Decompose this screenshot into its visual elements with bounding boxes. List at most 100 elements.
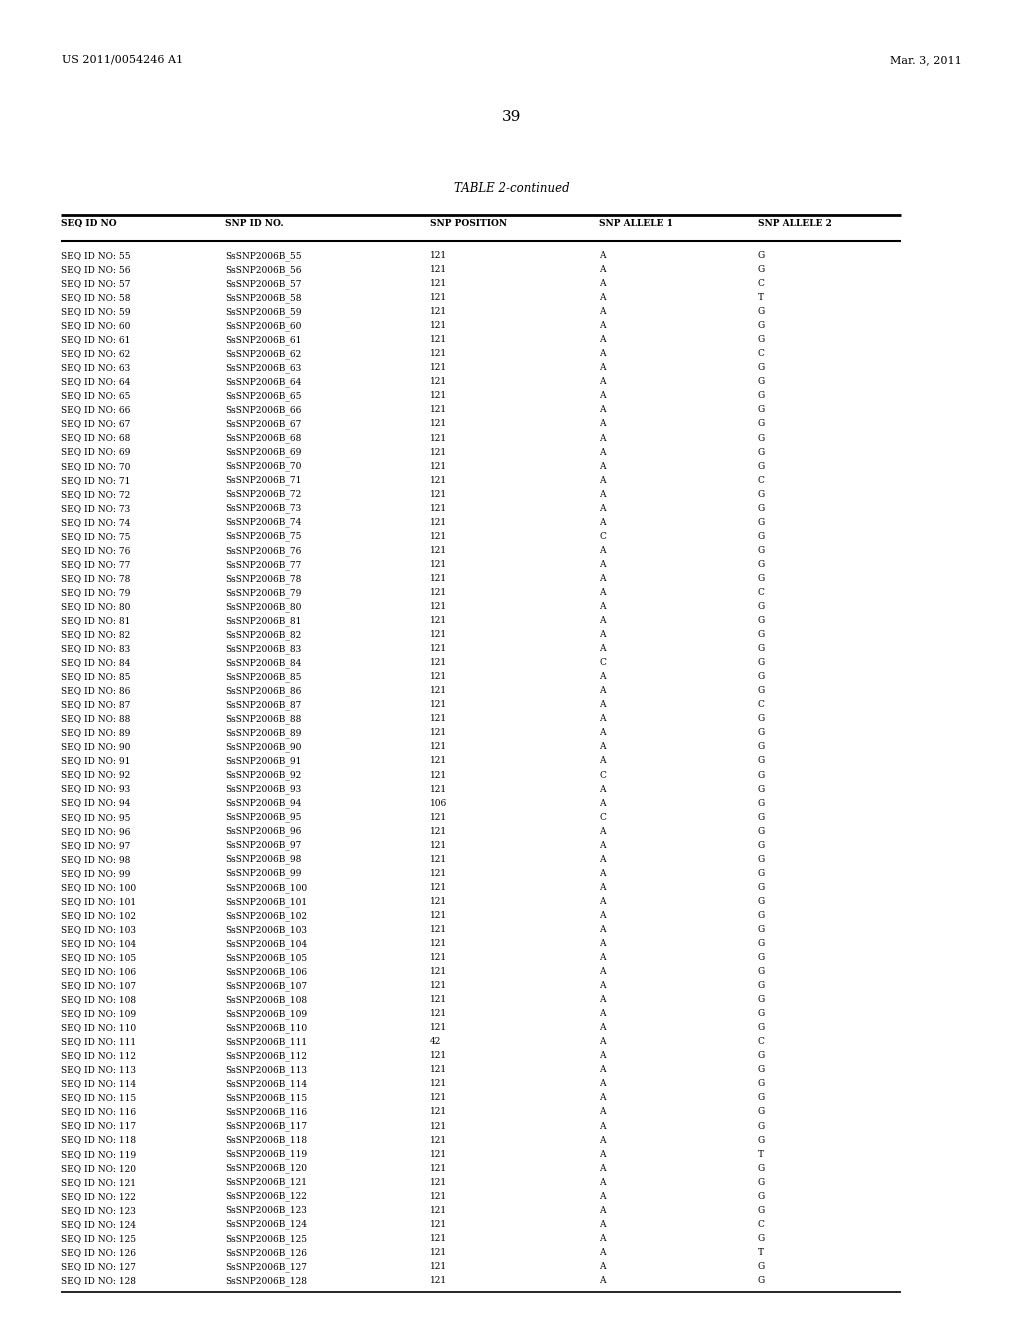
- Text: G: G: [758, 686, 765, 696]
- Text: SsSNP2006B_95: SsSNP2006B_95: [225, 813, 302, 822]
- Text: SEQ ID NO: 103: SEQ ID NO: 103: [61, 925, 136, 935]
- Text: C: C: [758, 587, 765, 597]
- Text: SEQ ID NO: 83: SEQ ID NO: 83: [61, 644, 131, 653]
- Text: SsSNP2006B_122: SsSNP2006B_122: [225, 1192, 307, 1201]
- Text: SEQ ID NO: 82: SEQ ID NO: 82: [61, 630, 131, 639]
- Text: SsSNP2006B_56: SsSNP2006B_56: [225, 265, 302, 275]
- Text: SsSNP2006B_82: SsSNP2006B_82: [225, 630, 301, 640]
- Text: SsSNP2006B_91: SsSNP2006B_91: [225, 756, 302, 766]
- Text: SEQ ID NO: 63: SEQ ID NO: 63: [61, 363, 131, 372]
- Text: G: G: [758, 392, 765, 400]
- Text: 121: 121: [430, 756, 447, 766]
- Text: G: G: [758, 911, 765, 920]
- Text: 39: 39: [503, 110, 521, 124]
- Text: A: A: [599, 405, 605, 414]
- Text: C: C: [758, 1220, 765, 1229]
- Text: A: A: [599, 504, 605, 512]
- Text: 121: 121: [430, 1247, 447, 1257]
- Text: A: A: [599, 587, 605, 597]
- Text: SsSNP2006B_114: SsSNP2006B_114: [225, 1080, 307, 1089]
- Text: SEQ ID NO: 62: SEQ ID NO: 62: [61, 350, 131, 358]
- Text: SEQ ID NO: 78: SEQ ID NO: 78: [61, 574, 131, 583]
- Text: SsSNP2006B_83: SsSNP2006B_83: [225, 644, 301, 653]
- Text: SEQ ID NO: 80: SEQ ID NO: 80: [61, 602, 131, 611]
- Text: SEQ ID NO: 112: SEQ ID NO: 112: [61, 1051, 136, 1060]
- Text: SsSNP2006B_98: SsSNP2006B_98: [225, 855, 302, 865]
- Text: G: G: [758, 420, 765, 429]
- Text: A: A: [599, 335, 605, 345]
- Text: A: A: [599, 925, 605, 935]
- Text: A: A: [599, 1205, 605, 1214]
- Text: A: A: [599, 1220, 605, 1229]
- Text: SEQ ID NO: 117: SEQ ID NO: 117: [61, 1122, 136, 1130]
- Text: G: G: [758, 532, 765, 541]
- Text: A: A: [599, 1010, 605, 1018]
- Text: G: G: [758, 813, 765, 821]
- Text: SEQ ID NO: 124: SEQ ID NO: 124: [61, 1220, 136, 1229]
- Text: A: A: [599, 1247, 605, 1257]
- Text: G: G: [758, 1164, 765, 1172]
- Text: SEQ ID NO: 96: SEQ ID NO: 96: [61, 826, 131, 836]
- Text: A: A: [599, 981, 605, 990]
- Text: SEQ ID NO: 100: SEQ ID NO: 100: [61, 883, 136, 892]
- Text: A: A: [599, 1177, 605, 1187]
- Text: G: G: [758, 616, 765, 626]
- Text: G: G: [758, 1080, 765, 1089]
- Text: SEQ ID NO: 98: SEQ ID NO: 98: [61, 855, 131, 863]
- Text: SEQ ID NO: 93: SEQ ID NO: 93: [61, 784, 131, 793]
- Text: A: A: [599, 1107, 605, 1117]
- Text: SEQ ID NO: 81: SEQ ID NO: 81: [61, 616, 131, 626]
- Text: SEQ ID NO: 85: SEQ ID NO: 85: [61, 672, 131, 681]
- Text: SsSNP2006B_55: SsSNP2006B_55: [225, 251, 302, 260]
- Text: 121: 121: [430, 462, 447, 471]
- Text: G: G: [758, 756, 765, 766]
- Text: SEQ ID NO: 92: SEQ ID NO: 92: [61, 771, 131, 780]
- Text: SEQ ID NO: 79: SEQ ID NO: 79: [61, 587, 131, 597]
- Text: SEQ ID NO: 65: SEQ ID NO: 65: [61, 392, 131, 400]
- Text: SEQ ID NO: 122: SEQ ID NO: 122: [61, 1192, 136, 1201]
- Text: SEQ ID NO: 88: SEQ ID NO: 88: [61, 714, 131, 723]
- Text: SNP POSITION: SNP POSITION: [430, 219, 507, 228]
- Text: SsSNP2006B_120: SsSNP2006B_120: [225, 1164, 307, 1173]
- Text: SsSNP2006B_85: SsSNP2006B_85: [225, 672, 302, 682]
- Text: SEQ ID NO: 84: SEQ ID NO: 84: [61, 659, 131, 667]
- Text: SsSNP2006B_100: SsSNP2006B_100: [225, 883, 307, 892]
- Text: SsSNP2006B_67: SsSNP2006B_67: [225, 420, 302, 429]
- Text: SEQ ID NO: 69: SEQ ID NO: 69: [61, 447, 131, 457]
- Text: A: A: [599, 350, 605, 358]
- Text: 121: 121: [430, 1164, 447, 1172]
- Text: 121: 121: [430, 1122, 447, 1130]
- Text: SEQ ID NO: 123: SEQ ID NO: 123: [61, 1205, 136, 1214]
- Text: 121: 121: [430, 363, 447, 372]
- Text: SEQ ID NO: 77: SEQ ID NO: 77: [61, 560, 131, 569]
- Text: SsSNP2006B_111: SsSNP2006B_111: [225, 1038, 307, 1047]
- Text: A: A: [599, 1276, 605, 1284]
- Text: A: A: [599, 447, 605, 457]
- Text: A: A: [599, 1051, 605, 1060]
- Text: SsSNP2006B_99: SsSNP2006B_99: [225, 869, 302, 879]
- Text: SsSNP2006B_121: SsSNP2006B_121: [225, 1177, 307, 1188]
- Text: SsSNP2006B_89: SsSNP2006B_89: [225, 729, 302, 738]
- Text: A: A: [599, 1122, 605, 1130]
- Text: SEQ ID NO: 114: SEQ ID NO: 114: [61, 1080, 136, 1089]
- Text: T: T: [758, 1247, 764, 1257]
- Text: 121: 121: [430, 378, 447, 387]
- Text: SEQ ID NO: 97: SEQ ID NO: 97: [61, 841, 131, 850]
- Text: SsSNP2006B_107: SsSNP2006B_107: [225, 981, 307, 991]
- Text: 121: 121: [430, 813, 447, 821]
- Text: G: G: [758, 784, 765, 793]
- Text: C: C: [758, 701, 765, 709]
- Text: 121: 121: [430, 574, 447, 583]
- Text: 121: 121: [430, 308, 447, 317]
- Text: G: G: [758, 546, 765, 554]
- Text: SEQ ID NO: 56: SEQ ID NO: 56: [61, 265, 131, 275]
- Text: SsSNP2006B_84: SsSNP2006B_84: [225, 659, 302, 668]
- Text: SEQ ID NO: 90: SEQ ID NO: 90: [61, 742, 131, 751]
- Text: 121: 121: [430, 911, 447, 920]
- Text: A: A: [599, 433, 605, 442]
- Text: TABLE 2-continued: TABLE 2-continued: [455, 182, 569, 195]
- Text: SsSNP2006B_108: SsSNP2006B_108: [225, 995, 307, 1005]
- Text: A: A: [599, 293, 605, 302]
- Text: SsSNP2006B_81: SsSNP2006B_81: [225, 616, 302, 626]
- Text: G: G: [758, 433, 765, 442]
